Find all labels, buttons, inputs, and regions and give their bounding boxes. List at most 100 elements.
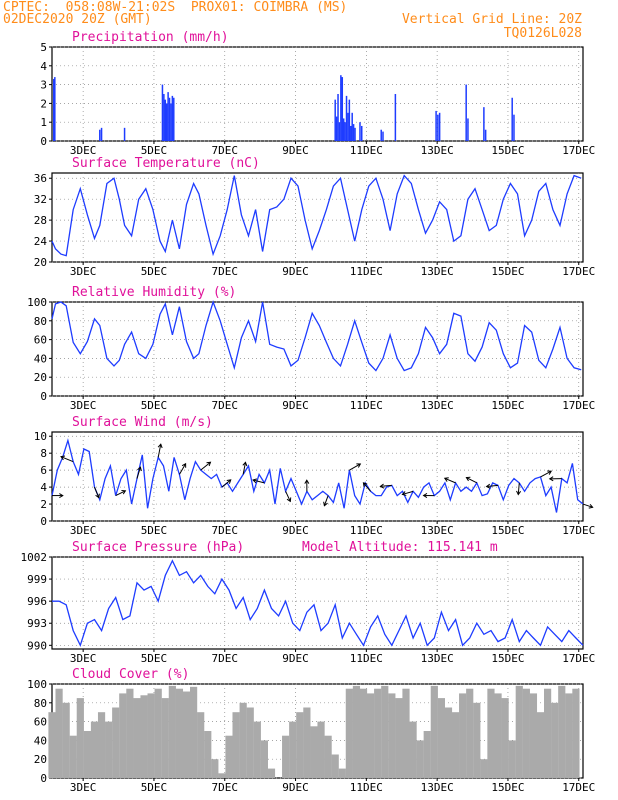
panel1-bar bbox=[351, 112, 353, 141]
panel6-xtick-label: 17DEC bbox=[562, 781, 595, 794]
panel6-bar bbox=[282, 735, 290, 778]
panel6-xtick-label: 7DEC bbox=[212, 781, 239, 794]
panel5-frame bbox=[51, 556, 584, 650]
wind-arrow-head bbox=[252, 478, 258, 484]
wind-arrow-shaft bbox=[285, 491, 291, 502]
panel1-bar bbox=[173, 97, 175, 141]
panel6-bar bbox=[140, 695, 148, 778]
panel6-bar bbox=[253, 721, 261, 778]
panel2-series-line bbox=[51, 174, 582, 257]
wind-arrow-shaft bbox=[517, 482, 520, 495]
panel4-xtick-label: 11DEC bbox=[350, 524, 383, 537]
panel6-bar bbox=[409, 721, 417, 778]
panel2-xtick-label: 15DEC bbox=[491, 265, 524, 278]
panel1-xtick-label: 7DEC bbox=[212, 144, 239, 157]
panel1-xtick-label: 15DEC bbox=[491, 144, 524, 157]
panel1-bar bbox=[511, 97, 513, 141]
panel1-frame bbox=[51, 46, 584, 142]
wind-arrow-head bbox=[356, 463, 362, 468]
panel6-bar bbox=[367, 693, 375, 778]
panel1-bar bbox=[337, 94, 339, 141]
wind-arrow-head bbox=[443, 477, 449, 482]
wind-arrow-shaft bbox=[444, 477, 456, 484]
panel6-bar bbox=[154, 688, 162, 778]
panel1-xtick-label: 3DEC bbox=[70, 144, 97, 157]
panel1-bar bbox=[340, 75, 342, 141]
panel5-xtick-label: 5DEC bbox=[141, 652, 168, 665]
wind-arrow-shaft bbox=[60, 456, 74, 463]
panel4-series-line bbox=[51, 438, 584, 513]
panel6-ytick-label: 100 bbox=[27, 678, 47, 691]
wind-arrow-shaft bbox=[115, 490, 126, 497]
panel6-bar bbox=[133, 698, 141, 778]
wind-arrow-shaft bbox=[402, 490, 414, 495]
wind-arrow-shaft bbox=[582, 503, 593, 508]
panel4-xtick-label: 13DEC bbox=[421, 524, 454, 537]
panel1-bar bbox=[341, 77, 344, 141]
panel1-bar bbox=[171, 95, 174, 141]
panel6-bar bbox=[480, 759, 488, 778]
panel1-bar bbox=[465, 84, 467, 141]
wind-arrow-shaft bbox=[221, 479, 232, 488]
panel2-xtick-label: 17DEC bbox=[562, 265, 595, 278]
panel5-ytick-label: 993 bbox=[27, 617, 47, 630]
panel5-title: Surface Pressure (hPa) bbox=[72, 540, 244, 555]
panel6-ytick-label: 80 bbox=[34, 697, 47, 710]
wind-arrow-head bbox=[516, 490, 522, 496]
wind-arrow-shaft bbox=[136, 466, 141, 479]
panel6-bar bbox=[359, 688, 368, 778]
wind-arrow-shaft bbox=[486, 484, 499, 488]
panel2-xtick-label: 13DEC bbox=[421, 265, 454, 278]
panel6-bar bbox=[55, 688, 63, 778]
header-station: CPTEC: 058:08W-21:02S PROX01: COIMBRA (M… bbox=[3, 0, 348, 15]
panel1-title: Precipitation (mm/h) bbox=[72, 30, 229, 45]
panel6-bar bbox=[331, 754, 339, 778]
wind-arrow-head bbox=[547, 470, 553, 475]
panel6-bar bbox=[522, 688, 530, 778]
panel1-bar bbox=[350, 125, 352, 141]
panel1-bar bbox=[161, 84, 164, 141]
panel1-bar bbox=[361, 125, 363, 141]
panel3-xtick-label: 13DEC bbox=[421, 399, 454, 412]
panel1-ytick-label: 4 bbox=[40, 60, 47, 73]
panel1-bar bbox=[484, 129, 487, 141]
panel3-xtick-label: 15DEC bbox=[491, 399, 524, 412]
panel4-ytick-label: 8 bbox=[40, 447, 47, 460]
panel1-bar bbox=[394, 94, 397, 141]
panel5-xtick-label: 9DEC bbox=[282, 652, 309, 665]
panel1-bar bbox=[513, 114, 515, 141]
panel6-bar bbox=[317, 721, 325, 778]
panel1-bar bbox=[382, 131, 384, 141]
panel6-bar bbox=[572, 688, 580, 778]
panel3-series-line bbox=[51, 299, 582, 372]
panel1-bar bbox=[347, 112, 349, 141]
wind-arrow-head bbox=[137, 466, 142, 472]
panel1-bar bbox=[335, 116, 338, 141]
panel2-title: Surface Temperature (nC) bbox=[72, 156, 260, 171]
panel6-bar bbox=[551, 702, 559, 778]
panel1-bar bbox=[54, 77, 56, 141]
panel6-bar bbox=[444, 707, 453, 778]
panel6-bar bbox=[374, 688, 382, 778]
panel6-bar bbox=[402, 688, 410, 778]
panel6-bar bbox=[338, 768, 346, 778]
panel3-ytick-label: 20 bbox=[34, 371, 47, 384]
wind-arrow-shaft bbox=[349, 463, 361, 471]
panel6-bar bbox=[267, 768, 276, 778]
panel1-bar bbox=[467, 118, 469, 141]
panel3-xtick-label: 11DEC bbox=[350, 399, 383, 412]
panel4-ytick-label: 6 bbox=[40, 464, 47, 477]
wind-arrow-shaft bbox=[200, 461, 211, 471]
panel5-ytick-label: 996 bbox=[27, 595, 47, 608]
panel1-bar bbox=[345, 95, 348, 141]
panel6-bar bbox=[112, 707, 120, 778]
panel6-bar bbox=[260, 740, 268, 778]
panel1-bar bbox=[170, 103, 172, 141]
panel6-bar bbox=[416, 740, 424, 778]
panel6-bar bbox=[451, 712, 460, 778]
panel1-bar bbox=[435, 110, 437, 141]
panel6-bar bbox=[232, 712, 240, 778]
panel6-bar bbox=[352, 685, 361, 778]
panel6-bar bbox=[515, 685, 523, 778]
